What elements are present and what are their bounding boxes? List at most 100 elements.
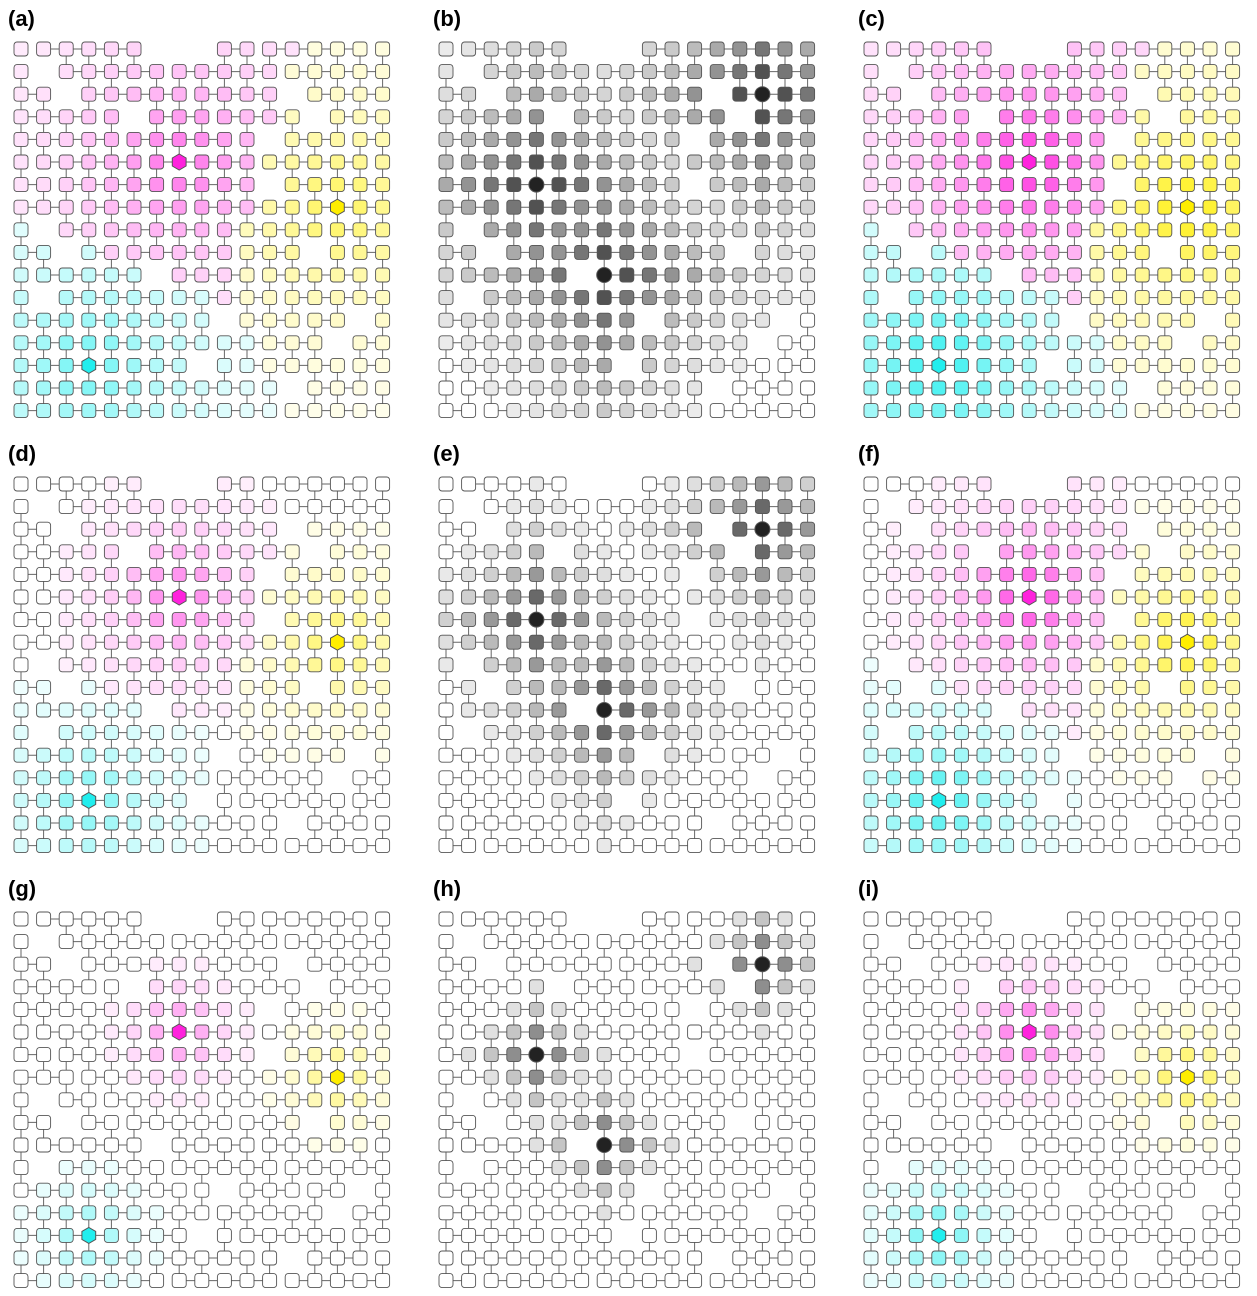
lattice-node	[1066, 725, 1082, 741]
lattice-node	[216, 380, 232, 396]
lattice-node	[126, 312, 142, 328]
lattice-node	[194, 934, 210, 950]
lattice-node	[1066, 544, 1082, 560]
lattice-node	[103, 1205, 119, 1221]
lattice-node	[596, 357, 612, 373]
lattice-node	[13, 979, 29, 995]
lattice-node	[687, 911, 703, 927]
lattice-node	[641, 335, 657, 351]
lattice-node	[352, 679, 368, 695]
lattice-node	[149, 589, 165, 605]
lattice-node	[461, 199, 477, 215]
lattice-node	[863, 380, 879, 396]
lattice-node	[1179, 747, 1195, 763]
lattice-node	[1202, 177, 1218, 193]
lattice-node	[800, 815, 816, 831]
lattice-node	[908, 109, 924, 125]
lattice-node	[999, 634, 1015, 650]
lattice-node	[329, 499, 345, 515]
lattice-node	[307, 521, 323, 537]
lattice-node	[352, 222, 368, 238]
lattice-node	[352, 612, 368, 628]
lattice-node	[194, 634, 210, 650]
lattice-node	[528, 86, 544, 102]
lattice-node	[36, 154, 52, 170]
lattice-node	[329, 312, 345, 328]
lattice-node	[754, 41, 770, 57]
lattice-node	[886, 41, 902, 57]
lattice-node	[438, 747, 454, 763]
lattice-node	[1021, 312, 1037, 328]
lattice-node	[754, 566, 770, 582]
lattice-node	[483, 64, 499, 80]
lattice-node	[1044, 244, 1060, 260]
lattice-node	[171, 499, 187, 515]
lattice-node	[126, 521, 142, 537]
lattice-node	[194, 177, 210, 193]
lattice-node	[886, 612, 902, 628]
lattice-node	[863, 499, 879, 515]
lattice-node	[976, 499, 992, 515]
lattice-node	[171, 815, 187, 831]
lattice-node	[216, 244, 232, 260]
lattice-node	[352, 911, 368, 927]
lattice-node	[36, 1250, 52, 1266]
lattice-node	[284, 566, 300, 582]
lattice-node	[1202, 380, 1218, 396]
lattice-node	[1225, 634, 1241, 650]
lattice-node	[239, 1092, 255, 1108]
lattice-node	[194, 657, 210, 673]
lattice-node	[1157, 335, 1173, 351]
lattice-node	[506, 679, 522, 695]
lattice-node	[239, 312, 255, 328]
lattice-node	[103, 290, 119, 306]
lattice-node	[800, 679, 816, 695]
lattice-node	[1066, 476, 1082, 492]
lattice-node	[126, 267, 142, 283]
lattice-node	[1157, 177, 1173, 193]
lattice-node	[596, 770, 612, 786]
lattice-node	[1157, 222, 1173, 238]
lattice-node	[506, 934, 522, 950]
lattice-node	[284, 1182, 300, 1198]
lattice-node	[262, 521, 278, 537]
lattice-node	[528, 499, 544, 515]
lattice-node	[194, 979, 210, 995]
lattice-node	[13, 499, 29, 515]
lattice-node	[931, 109, 947, 125]
lattice-node	[307, 1182, 323, 1198]
lattice-node	[641, 815, 657, 831]
lattice-node	[149, 131, 165, 147]
lattice-node	[1157, 566, 1173, 582]
lattice-node	[216, 679, 232, 695]
lattice-node	[551, 154, 567, 170]
lattice-node	[664, 679, 680, 695]
lattice-node	[171, 979, 187, 995]
lattice-node	[641, 499, 657, 515]
lattice-node	[483, 747, 499, 763]
lattice-node	[103, 838, 119, 854]
lattice-node	[732, 911, 748, 927]
lattice-node	[1066, 589, 1082, 605]
hub-node	[81, 1226, 97, 1244]
lattice-node	[171, 1205, 187, 1221]
lattice-node	[81, 589, 97, 605]
lattice-node	[375, 64, 391, 80]
lattice-node	[619, 725, 635, 741]
lattice-node	[709, 41, 725, 57]
lattice-node	[149, 1024, 165, 1040]
lattice-node	[149, 634, 165, 650]
lattice-node	[976, 357, 992, 373]
lattice-node	[307, 1250, 323, 1266]
lattice-node	[171, 702, 187, 718]
lattice-node	[506, 131, 522, 147]
lattice-node	[36, 403, 52, 419]
lattice-node	[619, 109, 635, 125]
lattice-node	[931, 566, 947, 582]
lattice-node	[528, 154, 544, 170]
lattice-node	[36, 41, 52, 57]
lattice-node	[619, 177, 635, 193]
lattice-node	[262, 380, 278, 396]
lattice-node	[13, 222, 29, 238]
lattice-node	[1089, 403, 1105, 419]
